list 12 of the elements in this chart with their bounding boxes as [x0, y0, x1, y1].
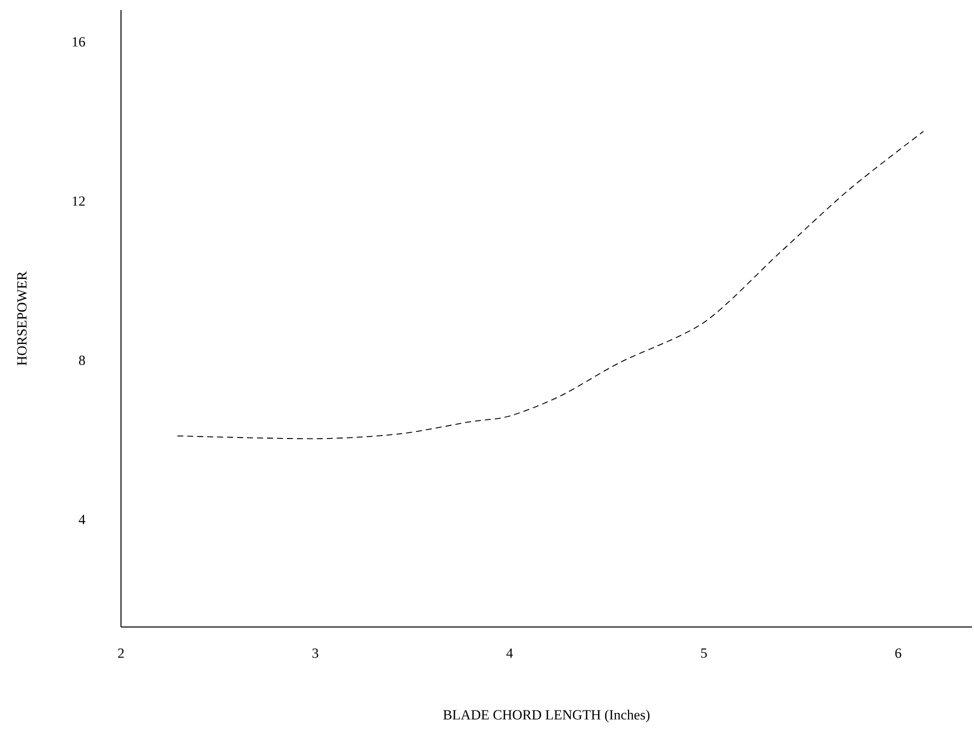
- x-tick-label: 3: [312, 648, 318, 658]
- y-tick-label: 12: [72, 196, 85, 206]
- y-tick-label: 16: [72, 37, 86, 47]
- x-tick-label: 2: [118, 648, 124, 658]
- x-tick-label: 5: [701, 648, 707, 658]
- y-tick-label: 8: [79, 356, 85, 366]
- x-axis-title: BLADE CHORD LENGTH (Inches): [443, 710, 650, 722]
- y-tick-label: 4: [78, 514, 86, 524]
- x-tick-label: 6: [895, 648, 902, 658]
- y-axis-title: HORSEPOWER: [17, 271, 27, 366]
- x-tick-label: 4: [506, 648, 513, 658]
- line-series: [176, 130, 924, 440]
